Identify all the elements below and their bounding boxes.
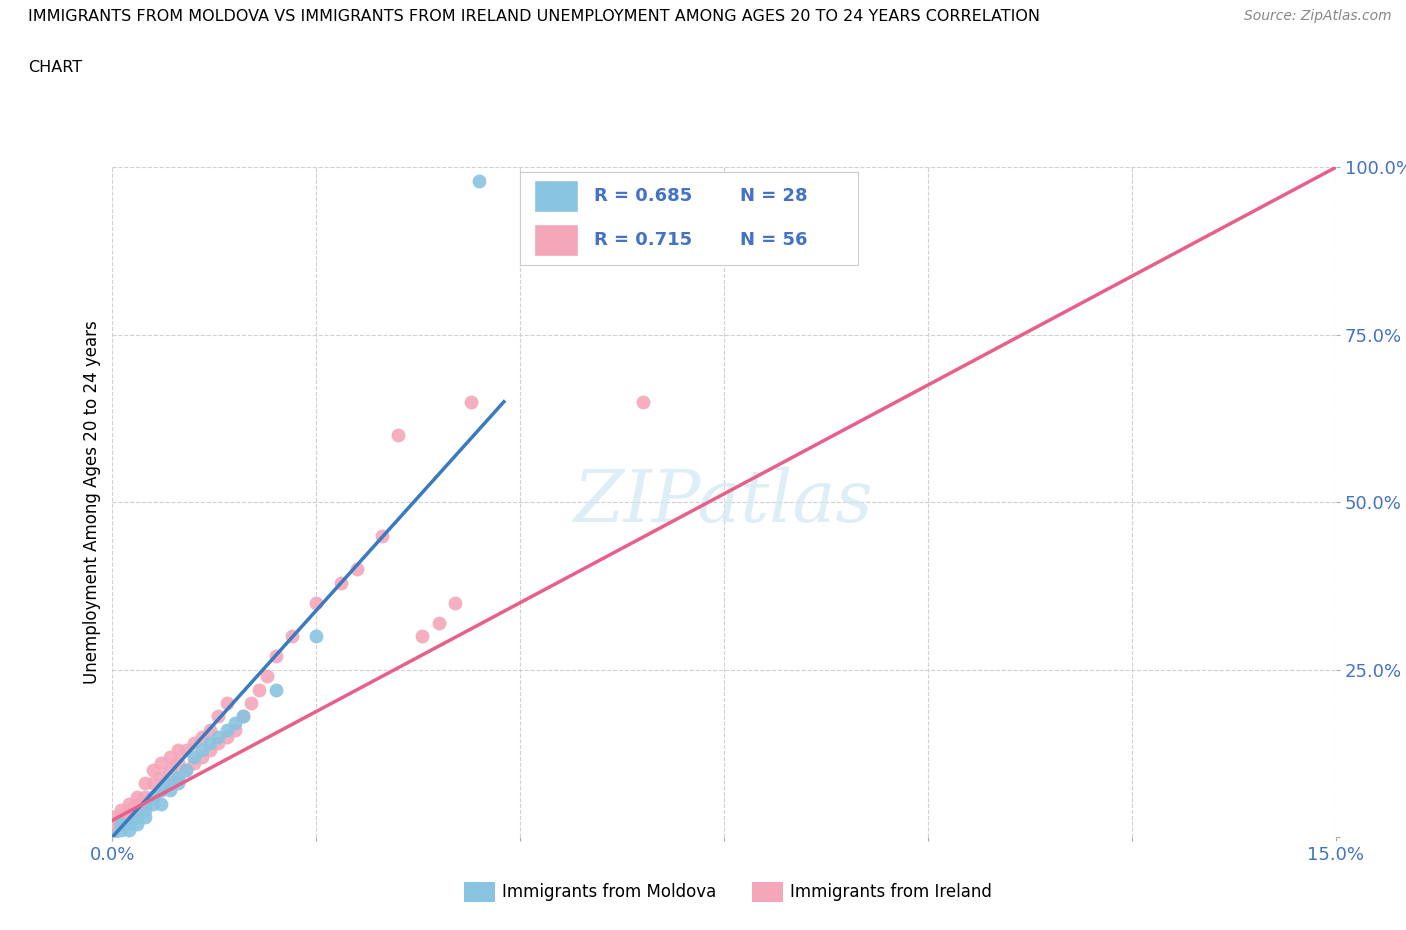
Y-axis label: Unemployment Among Ages 20 to 24 years: Unemployment Among Ages 20 to 24 years: [83, 320, 101, 684]
Text: R = 0.685: R = 0.685: [595, 187, 693, 206]
Point: [224, 723, 246, 737]
Point: [101, 817, 124, 831]
Point: [142, 776, 165, 790]
Point: [215, 729, 238, 744]
Point: [215, 696, 238, 711]
Point: [207, 736, 229, 751]
Point: [232, 709, 254, 724]
Point: [134, 796, 156, 811]
Point: [125, 817, 148, 831]
Point: [142, 796, 165, 811]
Point: [468, 173, 491, 188]
Bar: [534, 180, 578, 212]
Bar: [534, 224, 578, 256]
Text: Immigrants from Ireland: Immigrants from Ireland: [790, 883, 993, 901]
Point: [110, 817, 132, 831]
Point: [150, 769, 173, 784]
Point: [150, 756, 173, 771]
Point: [183, 756, 205, 771]
Point: [159, 776, 181, 790]
Point: [183, 750, 205, 764]
Point: [207, 709, 229, 724]
Point: [118, 823, 141, 838]
Point: [110, 809, 132, 824]
Point: [191, 729, 214, 744]
Point: [166, 769, 188, 784]
Text: Source: ZipAtlas.com: Source: ZipAtlas.com: [1244, 9, 1392, 23]
Text: ZIPatlas: ZIPatlas: [574, 467, 875, 538]
Point: [174, 763, 197, 777]
Point: [159, 783, 181, 798]
Point: [346, 562, 368, 577]
Point: [411, 629, 433, 644]
Point: [240, 696, 263, 711]
Point: [305, 595, 328, 610]
Point: [444, 595, 467, 610]
Point: [264, 683, 287, 698]
Point: [110, 823, 132, 838]
Text: CHART: CHART: [28, 60, 82, 75]
Point: [101, 830, 124, 844]
Point: [329, 575, 352, 590]
Point: [200, 723, 222, 737]
Point: [118, 809, 141, 824]
Point: [134, 790, 156, 804]
Point: [125, 809, 148, 824]
Point: [191, 750, 214, 764]
Point: [159, 763, 181, 777]
Text: IMMIGRANTS FROM MOLDOVA VS IMMIGRANTS FROM IRELAND UNEMPLOYMENT AMONG AGES 20 TO: IMMIGRANTS FROM MOLDOVA VS IMMIGRANTS FR…: [28, 9, 1040, 24]
Point: [110, 803, 132, 817]
Point: [118, 817, 141, 831]
Point: [166, 756, 188, 771]
Point: [166, 776, 188, 790]
Text: Immigrants from Moldova: Immigrants from Moldova: [502, 883, 716, 901]
Point: [142, 790, 165, 804]
Point: [370, 528, 392, 543]
Point: [631, 394, 654, 409]
Point: [232, 709, 254, 724]
Point: [256, 669, 278, 684]
Point: [427, 616, 450, 631]
Point: [110, 817, 132, 831]
Point: [125, 796, 148, 811]
Point: [101, 809, 124, 824]
Point: [191, 742, 214, 757]
Point: [125, 790, 148, 804]
Point: [142, 763, 165, 777]
Point: [183, 736, 205, 751]
Point: [118, 803, 141, 817]
Point: [215, 723, 238, 737]
Point: [159, 750, 181, 764]
Point: [200, 742, 222, 757]
Point: [125, 803, 148, 817]
Point: [134, 803, 156, 817]
Point: [281, 629, 304, 644]
Point: [159, 776, 181, 790]
Point: [460, 394, 482, 409]
Point: [134, 776, 156, 790]
Point: [142, 790, 165, 804]
Point: [150, 783, 173, 798]
Point: [264, 649, 287, 664]
Point: [387, 428, 409, 443]
Point: [247, 683, 270, 698]
Point: [207, 729, 229, 744]
Point: [224, 716, 246, 731]
Text: N = 56: N = 56: [740, 231, 807, 249]
Point: [174, 742, 197, 757]
Point: [101, 823, 124, 838]
Point: [150, 796, 173, 811]
Point: [118, 796, 141, 811]
Point: [166, 742, 188, 757]
Point: [166, 769, 188, 784]
Text: N = 28: N = 28: [740, 187, 807, 206]
Text: R = 0.715: R = 0.715: [595, 231, 693, 249]
Point: [174, 763, 197, 777]
Point: [200, 736, 222, 751]
Point: [305, 629, 328, 644]
Point: [150, 783, 173, 798]
Point: [134, 809, 156, 824]
